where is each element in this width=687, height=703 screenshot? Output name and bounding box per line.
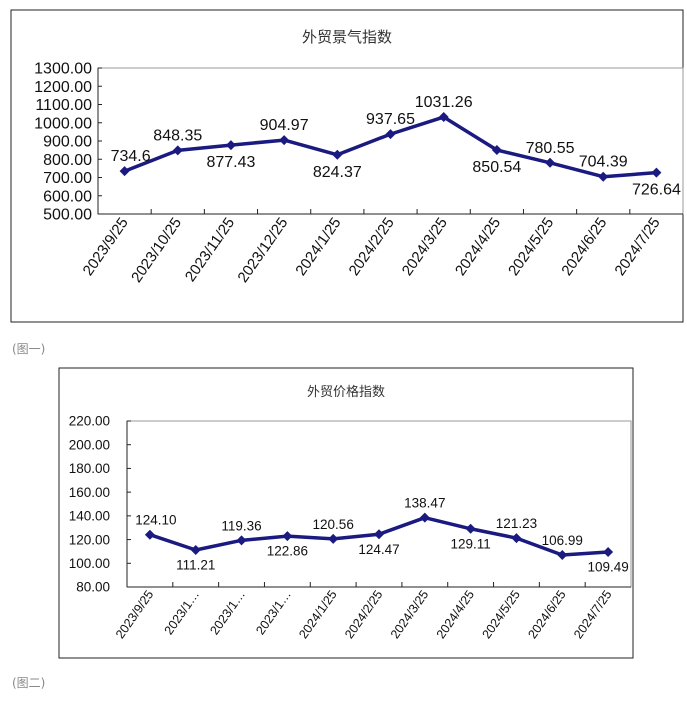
y-tick-label: 100.00 <box>69 556 110 571</box>
y-tick-label: 220.00 <box>69 414 110 429</box>
data-point <box>603 547 614 558</box>
y-tick-label: 80.00 <box>76 580 110 595</box>
data-label: 877.43 <box>206 154 255 171</box>
data-label: 848.35 <box>153 127 202 144</box>
data-point <box>545 157 556 168</box>
chart-frame <box>10 9 684 323</box>
data-label: 824.37 <box>313 164 362 181</box>
data-label: 704.39 <box>579 154 628 171</box>
data-point <box>225 140 236 151</box>
data-point <box>172 145 183 156</box>
data-label: 121.23 <box>496 516 537 531</box>
data-point <box>651 167 662 178</box>
data-point <box>557 549 568 560</box>
data-point <box>465 523 476 534</box>
data-label: 780.55 <box>526 140 575 157</box>
data-label: 106.99 <box>542 533 583 548</box>
y-tick-label: 500.00 <box>43 207 92 224</box>
data-point <box>438 112 449 123</box>
data-point <box>332 149 343 160</box>
chart-title: 外贸景气指数 <box>302 28 392 46</box>
data-point <box>511 533 522 544</box>
caption-chart-2: (图二) <box>12 676 46 690</box>
data-label: 1031.26 <box>415 94 473 111</box>
data-label: 122.86 <box>267 544 308 559</box>
caption-chart-1: (图一) <box>12 342 46 356</box>
y-tick-label: 140.00 <box>69 509 110 524</box>
chart-2: 外贸价格指数 80.00 100.00 120.00 140.00 160.00 180.0… <box>58 367 634 659</box>
y-tick-label: 1200.00 <box>34 79 92 96</box>
data-label: 119.36 <box>221 518 261 533</box>
y-tick-label: 800.00 <box>43 152 92 169</box>
data-point <box>328 533 339 544</box>
data-label: 124.47 <box>358 542 399 557</box>
y-tick-label: 120.00 <box>69 532 110 547</box>
data-label: 850.54 <box>472 159 521 176</box>
data-label: 109.49 <box>587 560 628 575</box>
data-point <box>374 529 384 540</box>
y-tick-label: 1300.00 <box>34 61 92 78</box>
data-label: 111.21 <box>176 557 215 572</box>
data-label: 124.10 <box>135 513 176 528</box>
y-tick-label: 700.00 <box>43 170 92 187</box>
data-point <box>282 531 293 542</box>
y-tick-label: 180.00 <box>69 461 110 476</box>
chart-frame <box>58 367 634 659</box>
data-point <box>385 129 396 140</box>
y-tick-label: 160.00 <box>69 485 110 500</box>
data-label: 129.11 <box>450 536 490 551</box>
data-label: 734.6 <box>111 148 151 165</box>
data-label: 904.97 <box>260 117 309 134</box>
y-tick-label: 900.00 <box>43 134 92 151</box>
data-label: 726.64 <box>632 182 681 199</box>
data-point <box>279 135 290 146</box>
data-label: 937.65 <box>366 111 415 128</box>
y-tick-label: 1100.00 <box>35 97 92 114</box>
y-tick-label: 1000.00 <box>34 115 92 132</box>
data-point <box>119 166 130 177</box>
data-point <box>598 171 609 182</box>
data-point <box>236 535 247 546</box>
data-label: 138.47 <box>404 496 445 511</box>
data-point <box>419 512 430 523</box>
data-label: 120.56 <box>313 517 354 532</box>
data-point <box>144 529 155 540</box>
data-point <box>190 544 201 555</box>
y-tick-label: 600.00 <box>43 188 92 205</box>
data-point <box>491 145 502 156</box>
chart-title: 外贸价格指数 <box>307 384 385 400</box>
y-tick-label: 200.00 <box>69 437 110 452</box>
